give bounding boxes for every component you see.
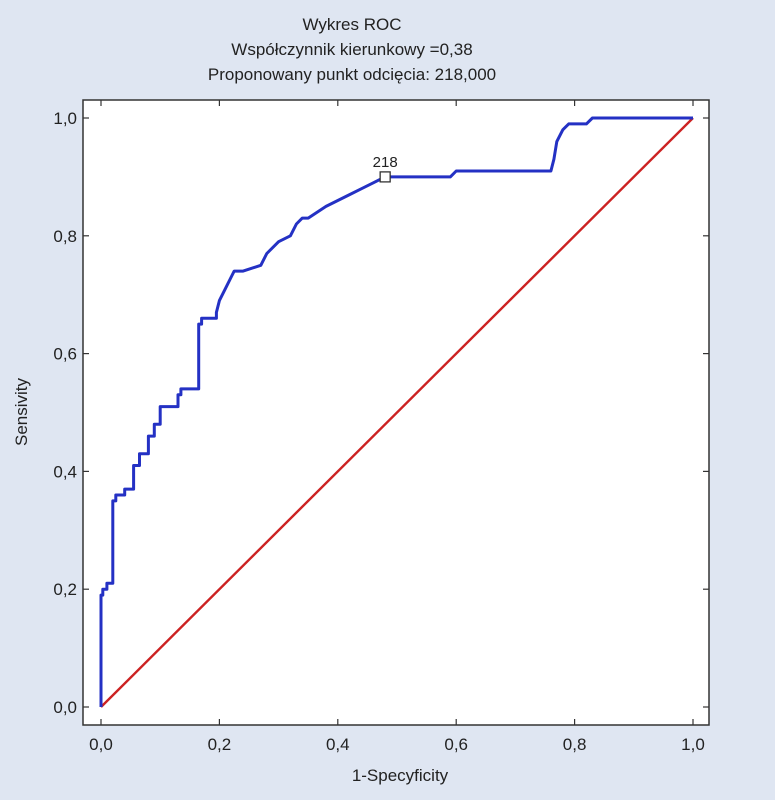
x-tick-label: 0,0 bbox=[89, 735, 113, 754]
chart-subtitle-2: Proponowany punkt odcięcia: 218,000 bbox=[208, 65, 496, 84]
x-tick-label: 0,8 bbox=[563, 735, 587, 754]
y-tick-label: 0,4 bbox=[53, 462, 77, 481]
x-tick-label: 1,0 bbox=[681, 735, 705, 754]
chart-subtitle-1: Współczynnik kierunkowy =0,38 bbox=[231, 40, 472, 59]
y-tick-label: 0,0 bbox=[53, 698, 77, 717]
y-tick-label: 1,0 bbox=[53, 109, 77, 128]
cutoff-point-marker bbox=[379, 171, 391, 183]
x-tick-label: 0,2 bbox=[208, 735, 232, 754]
reference-diagonal-series bbox=[100, 117, 694, 708]
y-tick-label: 0,8 bbox=[53, 227, 77, 246]
y-tick-label: 0,2 bbox=[53, 580, 77, 599]
x-tick-label: 0,4 bbox=[326, 735, 350, 754]
axis-ticks: 0,0 0,2 0,4 0,6 0,8 1,0 0,0 0,2 0,4 0,6 0,8 1,0 bbox=[53, 100, 709, 754]
x-tick-label: 0,6 bbox=[444, 735, 468, 754]
y-axis-label: Sensivity bbox=[12, 377, 31, 446]
x-axis-label: 1-Specyficity bbox=[352, 766, 449, 785]
chart-title: Wykres ROC bbox=[302, 15, 401, 34]
roc-curve-series bbox=[99, 116, 693, 707]
series-layer bbox=[99, 116, 694, 708]
cutoff-point-label: 218 bbox=[373, 154, 398, 171]
y-tick-label: 0,6 bbox=[53, 345, 77, 364]
annotation-layer: 218 bbox=[373, 154, 398, 183]
